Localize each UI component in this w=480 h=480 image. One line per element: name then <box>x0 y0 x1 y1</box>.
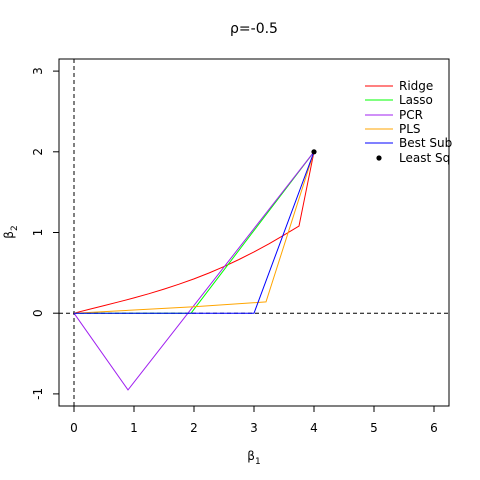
legend-label-pcr: PCR <box>399 108 423 122</box>
x-axis: 0 1 2 3 4 5 6 <box>70 406 438 435</box>
legend-label-lasso: Lasso <box>399 93 433 107</box>
x-tick-label: 1 <box>130 421 138 435</box>
legend-swatch-least-squares <box>376 155 382 161</box>
y-tick-label: 0 <box>31 309 45 317</box>
series-line-best-subset <box>74 151 315 314</box>
x-tick-label: 2 <box>190 421 198 435</box>
x-tick-label: 0 <box>70 421 78 435</box>
legend-label-least-squares: Least Sq <box>399 151 450 165</box>
x-tick-label: 4 <box>310 421 318 435</box>
point-least-squares <box>311 149 317 155</box>
series-line-pls <box>73 151 315 314</box>
series-line-pcr <box>73 151 315 391</box>
legend-label-pls: PLS <box>399 122 421 136</box>
x-tick-label: 6 <box>430 421 438 435</box>
y-axis-label: β2 <box>2 225 20 238</box>
legend-label-best-subset: Best Sub <box>399 136 452 150</box>
x-tick-label: 5 <box>370 421 378 435</box>
x-tick-label: 3 <box>250 421 258 435</box>
legend: Ridge Lasso PCR PLS Best Sub Least Sq <box>365 79 452 165</box>
series-layer <box>73 149 317 391</box>
chart-title: ρ=-0.5 <box>230 21 278 37</box>
y-tick-label: 3 <box>31 67 45 75</box>
y-tick-label: 1 <box>31 229 45 237</box>
plot-frame <box>58 58 450 407</box>
y-tick-label: 2 <box>31 148 45 156</box>
y-axis: -1 0 1 2 3 <box>31 67 59 400</box>
series-line-lasso <box>74 151 315 314</box>
x-axis-label: β1 <box>247 449 260 467</box>
reference-lines <box>59 59 449 406</box>
y-tick-label: -1 <box>31 388 45 400</box>
legend-label-ridge: Ridge <box>399 79 433 93</box>
series-line-ridge <box>73 151 315 314</box>
